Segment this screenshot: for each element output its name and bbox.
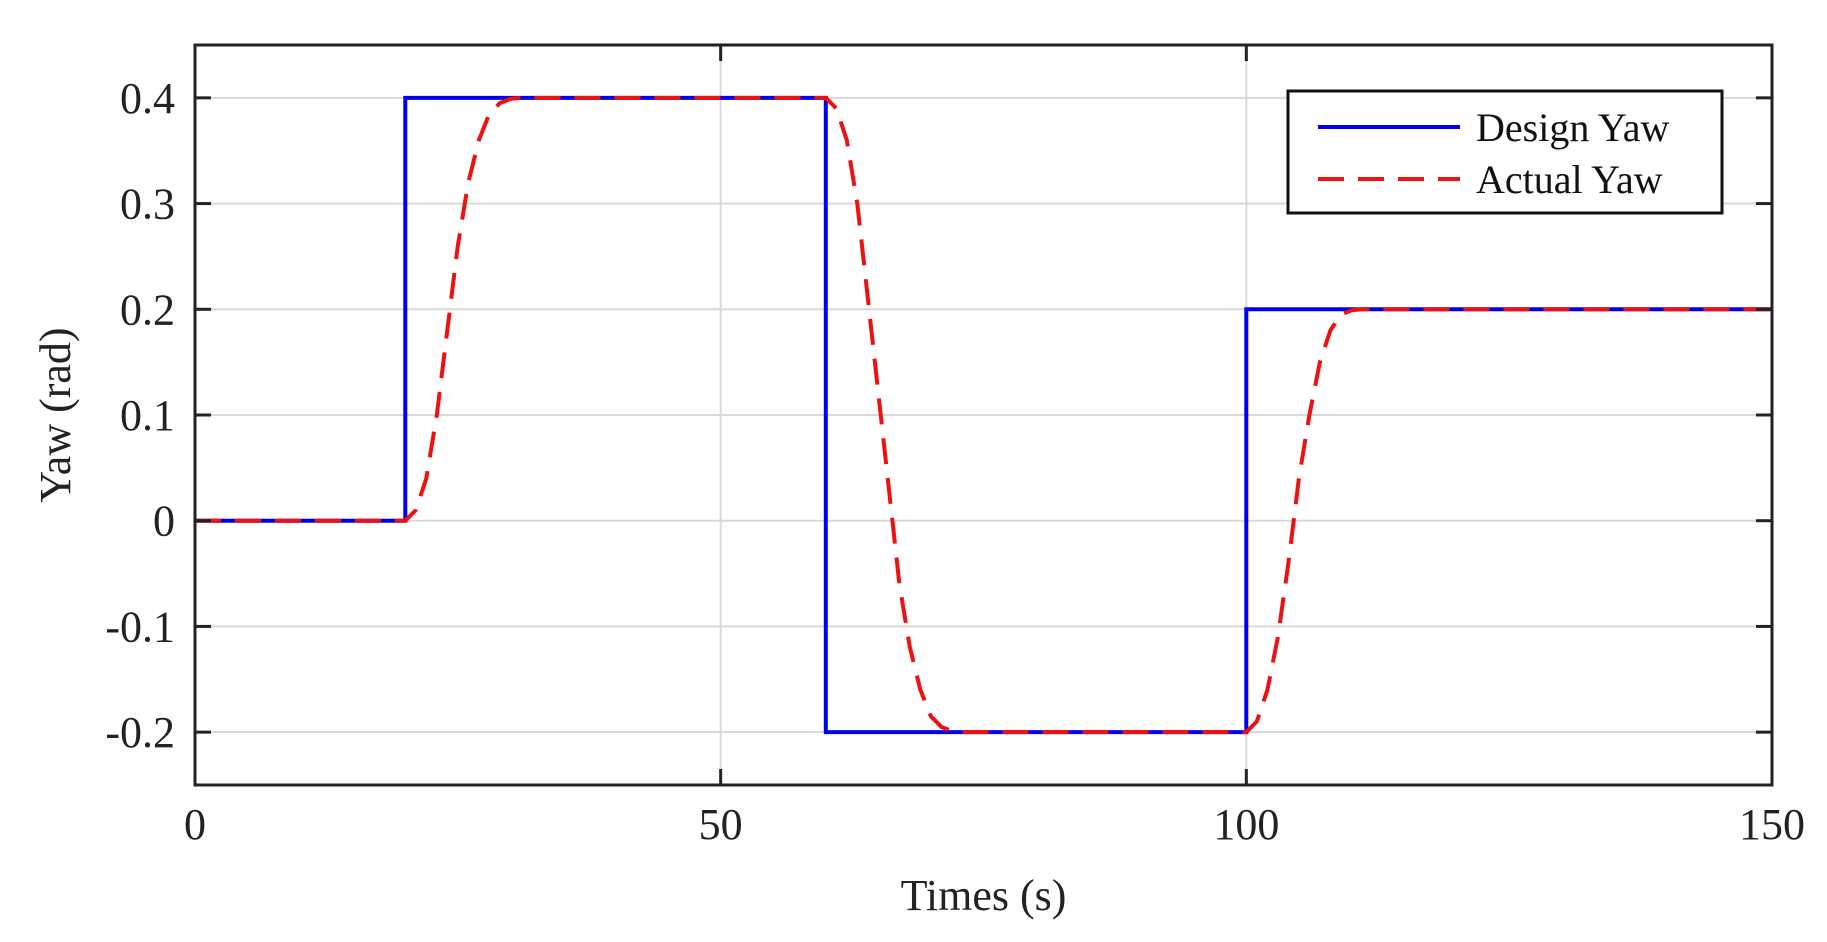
y-tick-label-0-4: 0.4 [120, 74, 175, 123]
series-lines [195, 95, 1772, 735]
series-line-design-yaw [195, 95, 1772, 735]
plot-area-frame [193, 43, 1774, 787]
legend-label-design-yaw: Design Yaw [1476, 105, 1669, 150]
y-tick-label-0: 0 [153, 497, 175, 546]
tick-labels: 0 50 100 150 0.4 0.3 0.2 0.1 0 -0.1 -0.2 [105, 74, 1805, 849]
legend-label-actual-yaw: Actual Yaw [1476, 157, 1663, 202]
x-axis-label: Times (s) [901, 871, 1067, 920]
series-line-actual-yaw [195, 95, 1772, 735]
y-tick-label-0-1: -0.1 [105, 602, 175, 651]
legend-box [1286, 89, 1724, 215]
y-tick-label-0-3: 0.3 [120, 180, 175, 229]
y-tick-label-0-1: 0.1 [120, 391, 175, 440]
legend: Design Yaw Actual Yaw [1286, 89, 1724, 215]
y-tick-label-0-2: 0.2 [120, 285, 175, 334]
y-axis-label: Yaw (rad) [31, 327, 80, 502]
x-tick-label-100: 100 [1213, 800, 1279, 849]
x-tick-label-0: 0 [184, 800, 206, 849]
y-tick-label-0-2: -0.2 [105, 708, 175, 757]
x-tick-label-50: 50 [699, 800, 743, 849]
x-tick-label-150: 150 [1739, 800, 1805, 849]
